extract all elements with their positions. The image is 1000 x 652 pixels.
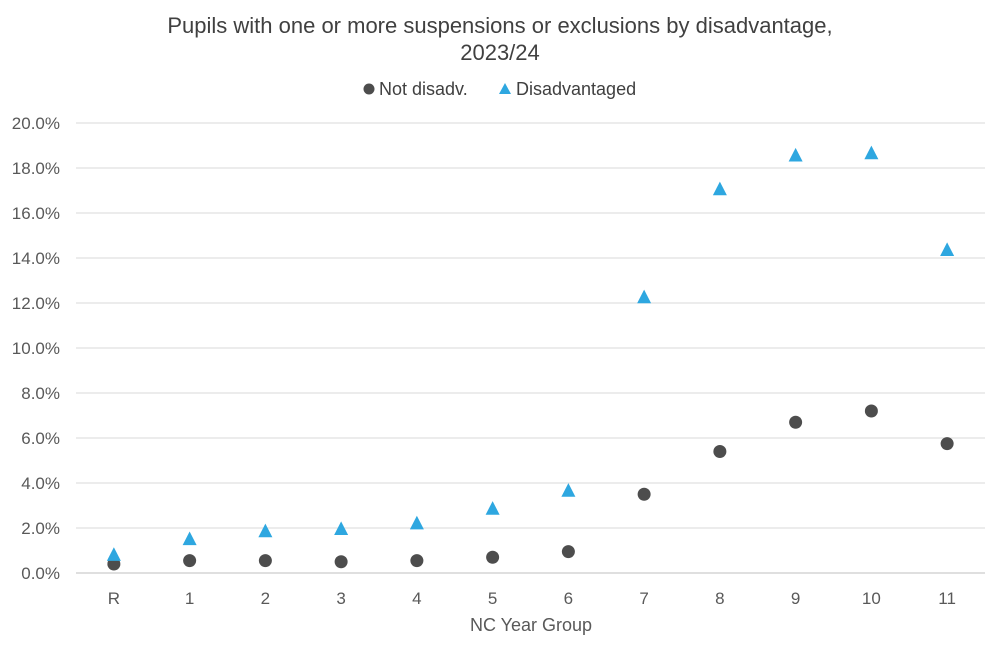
- data-points: [106, 145, 955, 571]
- point-not-disadv-6: [561, 545, 575, 559]
- y-tick-label: 4.0%: [21, 474, 60, 493]
- point-not-disadv-4: [410, 554, 424, 568]
- point-not-disadv-2: [258, 554, 272, 568]
- legend-label-disadvantaged: Disadvantaged: [516, 79, 636, 99]
- y-tick-label: 18.0%: [12, 159, 60, 178]
- x-tick-label: 4: [412, 589, 421, 608]
- y-tick-label: 14.0%: [12, 249, 60, 268]
- y-tick-label: 20.0%: [12, 114, 60, 133]
- x-tick-label: 9: [791, 589, 800, 608]
- y-tick-label: 0.0%: [21, 564, 60, 583]
- point-disadvantaged-3: [334, 521, 349, 535]
- x-tick-label: R: [108, 589, 120, 608]
- chart-title-line-2: 2023/24: [460, 40, 540, 65]
- x-tick-label: 5: [488, 589, 497, 608]
- y-tick-label: 16.0%: [12, 204, 60, 223]
- point-not-disadv-1: [183, 554, 197, 568]
- point-disadvantaged-1: [182, 531, 197, 546]
- point-not-disadv-3: [334, 555, 348, 569]
- point-not-disadv-9: [789, 415, 803, 429]
- x-tick-label: 10: [862, 589, 881, 608]
- point-disadvantaged-7: [637, 289, 652, 304]
- x-axis-ticks: R 1 2 3 4 5 6 7 8 9 10 11: [108, 589, 956, 608]
- x-tick-label: 11: [938, 589, 956, 608]
- x-tick-label: 8: [715, 589, 724, 608]
- point-disadvantaged-4: [409, 515, 424, 530]
- y-tick-label: 8.0%: [21, 384, 60, 403]
- x-tick-label: 7: [639, 589, 648, 608]
- point-not-disadv-5: [486, 550, 500, 564]
- x-axis-label: NC Year Group: [470, 615, 592, 635]
- y-tick-label: 2.0%: [21, 519, 60, 538]
- x-tick-label: 3: [336, 589, 345, 608]
- point-disadvantaged-9: [788, 147, 803, 162]
- point-not-disadv-7: [637, 487, 651, 501]
- gridlines: [76, 122, 985, 574]
- point-disadvantaged-6: [561, 483, 576, 497]
- point-disadvantaged-11: [940, 242, 955, 256]
- point-not-disadv-10: [864, 404, 878, 418]
- point-not-disadv-11: [940, 437, 954, 451]
- legend-marker-disadvantaged: [499, 83, 511, 94]
- chart-title-line-1: Pupils with one or more suspensions or e…: [167, 13, 832, 38]
- legend: Not disadv. Disadvantaged: [363, 79, 636, 99]
- x-tick-label: 1: [185, 589, 194, 608]
- x-tick-label: 2: [261, 589, 270, 608]
- point-disadvantaged-R: [106, 547, 121, 561]
- point-not-disadv-8: [713, 445, 727, 458]
- legend-label-not-disadv: Not disadv.: [379, 79, 468, 99]
- y-tick-label: 10.0%: [12, 339, 60, 358]
- point-disadvantaged-2: [258, 523, 273, 538]
- x-tick-label: 6: [564, 589, 573, 608]
- point-disadvantaged-8: [712, 181, 727, 196]
- point-disadvantaged-10: [864, 145, 879, 160]
- point-disadvantaged-5: [485, 501, 500, 515]
- y-axis-ticks: 0.0% 2.0% 4.0% 6.0% 8.0% 10.0% 12.0% 14.0% 16.0%…: [12, 114, 60, 583]
- y-tick-label: 12.0%: [12, 294, 60, 313]
- y-tick-label: 6.0%: [21, 429, 60, 448]
- legend-marker-not-disadv: [363, 83, 375, 95]
